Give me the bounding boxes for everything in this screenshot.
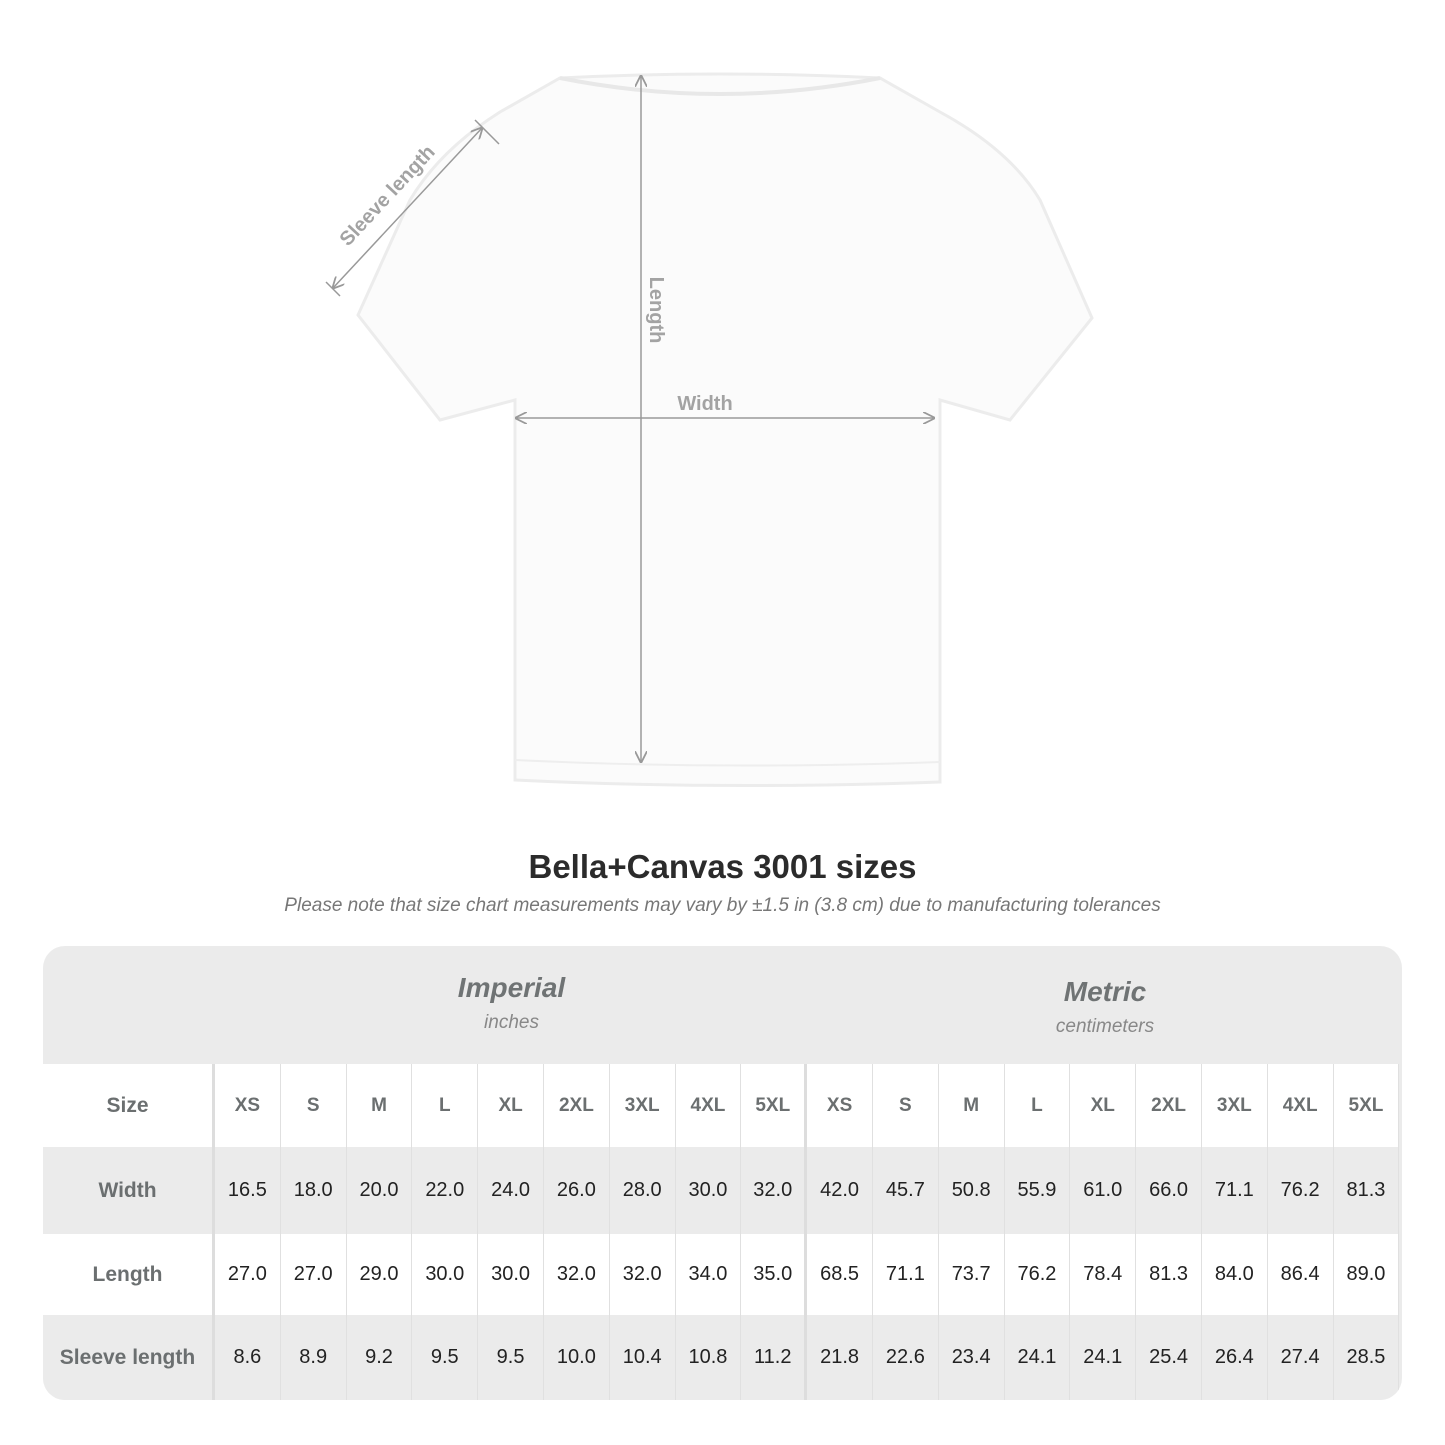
value-cell: 32.0 [543, 1234, 610, 1315]
value-cell: 26.0 [543, 1147, 610, 1234]
value-cell: 21.8 [807, 1315, 873, 1400]
value-cell: 27.4 [1267, 1315, 1334, 1400]
row-label: Width [43, 1147, 215, 1234]
size-cell: M [346, 1064, 413, 1147]
value-cell: 28.5 [1333, 1315, 1400, 1400]
value-cell: 28.0 [609, 1147, 676, 1234]
table-row-width: Width 16.5 18.0 20.0 22.0 24.0 26.0 28.0 30.0 32.… [43, 1147, 1402, 1234]
sleeve-arrow [333, 128, 482, 288]
value-cell: 71.1 [872, 1234, 939, 1315]
tshirt-shape [356, 72, 1094, 788]
value-cell: 42.0 [807, 1147, 873, 1234]
value-cell: 30.0 [675, 1147, 742, 1234]
value-cell: 66.0 [1136, 1147, 1202, 1234]
value-cell: 27.0 [215, 1234, 281, 1315]
value-cell: 10.8 [675, 1315, 742, 1400]
size-cell: XL [478, 1064, 544, 1147]
value-cell: 55.9 [1004, 1147, 1071, 1234]
value-cell: 30.0 [478, 1234, 544, 1315]
value-cell: 23.4 [938, 1315, 1005, 1400]
value-cell: 25.4 [1136, 1315, 1202, 1400]
value-cell: 35.0 [741, 1234, 808, 1315]
value-cell: 24.1 [1004, 1315, 1071, 1400]
value-cell: 8.6 [215, 1315, 281, 1400]
value-cell: 61.0 [1070, 1147, 1137, 1234]
size-cell: S [872, 1064, 939, 1147]
value-cell: 22.6 [872, 1315, 939, 1400]
metric-header: Metric centimeters [808, 946, 1402, 1094]
size-cell: 5XL [741, 1064, 808, 1147]
value-cell: 24.0 [478, 1147, 544, 1234]
page-title: Bella+Canvas 3001 sizes [528, 848, 917, 885]
value-cell: 73.7 [938, 1234, 1005, 1315]
size-cell: 3XL [609, 1064, 676, 1147]
value-cell: 9.5 [478, 1315, 544, 1400]
value-cell: 84.0 [1201, 1234, 1268, 1315]
value-cell: 76.2 [1004, 1234, 1071, 1315]
value-cell: 24.1 [1070, 1315, 1137, 1400]
value-cell: 30.0 [412, 1234, 479, 1315]
value-cell: 32.0 [741, 1147, 808, 1234]
value-cell: 16.5 [215, 1147, 281, 1234]
size-cell: 5XL [1333, 1064, 1400, 1147]
value-cell: 29.0 [346, 1234, 413, 1315]
value-cell: 68.5 [807, 1234, 873, 1315]
value-cell: 32.0 [609, 1234, 676, 1315]
row-label: Length [43, 1234, 215, 1315]
length-label: Length [645, 277, 667, 344]
row-label: Size [43, 1064, 215, 1147]
size-cell: XS [807, 1064, 873, 1147]
row-label: Sleeve length [43, 1315, 215, 1400]
table-row-sleeve-length: Sleeve length 8.6 8.9 9.2 9.5 9.5 10.0 10.4 10.8… [43, 1315, 1402, 1400]
size-cell: L [1004, 1064, 1071, 1147]
tshirt-diagram: Sleeve length Length Width [325, 72, 1094, 788]
value-cell: 18.0 [280, 1147, 347, 1234]
size-table: Imperial inches Metric centimeters Size X… [43, 946, 1402, 1400]
size-header-row: Size XS S M L XL 2XL 3XL 4XL 5XL XS S M L XL 2XL 3XL 4XL 5… [43, 1064, 1402, 1147]
metric-title: Metric [1063, 976, 1147, 1007]
size-cell: 4XL [1267, 1064, 1334, 1147]
size-cell: L [412, 1064, 479, 1147]
value-cell: 78.4 [1070, 1234, 1137, 1315]
value-cell: 86.4 [1267, 1234, 1334, 1315]
metric-unit: centimeters [1055, 1016, 1155, 1037]
value-cell: 20.0 [346, 1147, 413, 1234]
value-cell: 8.9 [280, 1315, 347, 1400]
value-cell: 34.0 [675, 1234, 742, 1315]
value-cell: 9.2 [346, 1315, 413, 1400]
size-cell: 4XL [675, 1064, 742, 1147]
imperial-unit: inches [484, 1012, 539, 1033]
size-cell: M [938, 1064, 1005, 1147]
table-row-length: Length 27.0 27.0 29.0 30.0 30.0 32.0 32.0 34.0 35… [43, 1234, 1402, 1315]
value-cell: 71.1 [1201, 1147, 1268, 1234]
size-cell: S [280, 1064, 347, 1147]
width-label: Width [677, 393, 732, 415]
size-cell: 2XL [1136, 1064, 1202, 1147]
value-cell: 9.5 [412, 1315, 479, 1400]
size-cell: 3XL [1201, 1064, 1268, 1147]
value-cell: 22.0 [412, 1147, 479, 1234]
value-cell: 89.0 [1333, 1234, 1400, 1315]
value-cell: 45.7 [872, 1147, 939, 1234]
imperial-header: Imperial inches [215, 946, 808, 1090]
value-cell: 11.2 [741, 1315, 808, 1400]
value-cell: 81.3 [1333, 1147, 1400, 1234]
size-cell: XL [1070, 1064, 1137, 1147]
size-cell: 2XL [543, 1064, 610, 1147]
imperial-title: Imperial [457, 972, 566, 1003]
value-cell: 50.8 [938, 1147, 1005, 1234]
size-cell: XS [215, 1064, 281, 1147]
value-cell: 81.3 [1136, 1234, 1202, 1315]
value-cell: 26.4 [1201, 1315, 1268, 1400]
value-cell: 76.2 [1267, 1147, 1334, 1234]
value-cell: 10.0 [543, 1315, 610, 1400]
value-cell: 27.0 [280, 1234, 347, 1315]
tolerance-note: Please note that size chart measurements… [284, 895, 1161, 916]
value-cell: 10.4 [609, 1315, 676, 1400]
